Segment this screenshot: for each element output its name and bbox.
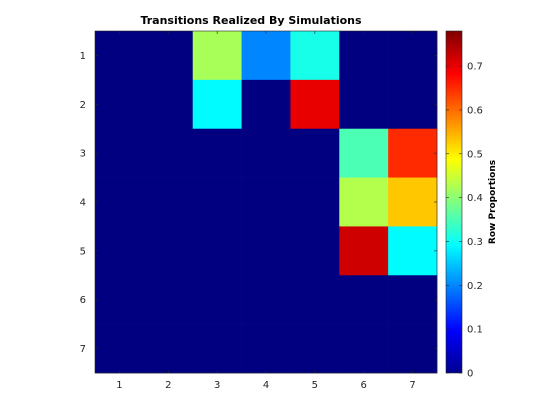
heatmap-cell — [339, 324, 389, 374]
x-tick-label: 4 — [263, 380, 269, 391]
y-tick-label: 6 — [80, 295, 86, 306]
colorbar-tick-label: 0.3 — [467, 237, 483, 248]
x-tick-label: 1 — [116, 380, 122, 391]
heatmap-cell — [339, 275, 389, 325]
chart-title: Transitions Realized By Simulations — [140, 14, 362, 27]
x-tick-label: 3 — [214, 380, 220, 391]
heatmap-cell — [95, 177, 145, 227]
heatmap-cell — [290, 128, 340, 178]
x-tick-label: 2 — [165, 380, 171, 391]
heatmap-cell — [241, 79, 291, 130]
heatmap-cell — [192, 177, 242, 227]
heatmap-cell — [339, 226, 389, 276]
heatmap-cell — [388, 79, 438, 130]
colorbar-axis: 0 0.1 0.2 0.3 0.4 0.5 0.6 0.7 — [446, 62, 483, 380]
y-tick-label: 7 — [80, 344, 86, 355]
y-tick-label: 3 — [80, 149, 86, 160]
heatmap-cell — [290, 275, 340, 325]
colorbar-tick-label: 0.4 — [467, 193, 483, 204]
heatmap-cell — [143, 79, 194, 130]
heatmap-cell — [241, 226, 291, 276]
colorbar-tick-label: 0 — [467, 369, 473, 380]
x-axis: 1 2 3 4 5 6 7 — [116, 31, 416, 391]
y-tick-label: 2 — [80, 100, 86, 111]
heatmap-cell — [143, 31, 194, 81]
heatmap-cell — [241, 128, 291, 178]
heatmap-cell — [143, 324, 194, 374]
heatmap-cell — [95, 79, 145, 130]
heatmap-cell — [192, 324, 242, 374]
heatmap-cell — [290, 226, 340, 276]
heatmap-cell — [241, 177, 291, 227]
heatmap-cell — [241, 324, 291, 374]
heatmap-cell — [95, 275, 145, 325]
heatmap-cell — [339, 79, 389, 130]
colorbar-tick-label: 0.1 — [467, 325, 483, 336]
x-tick-label: 5 — [312, 380, 318, 391]
heatmap-cell — [388, 324, 438, 374]
heatmap-cell — [241, 31, 291, 81]
heatmap-cell — [143, 275, 194, 325]
heatmap-cell — [95, 226, 145, 276]
heatmap-cell — [143, 177, 194, 227]
colorbar — [445, 30, 463, 374]
heatmap-cell — [95, 324, 145, 374]
heatmap-cell — [192, 79, 242, 130]
heatmap-cell — [192, 226, 242, 276]
heatmap-cell — [192, 275, 242, 325]
heatmap-cell — [192, 31, 242, 81]
heatmap-cells — [95, 31, 438, 374]
heatmap-cell — [388, 275, 438, 325]
heatmap-cell — [339, 31, 389, 81]
colorbar-tick-label: 0.6 — [467, 105, 483, 116]
heatmap-cell — [339, 177, 389, 227]
y-tick-label: 4 — [80, 198, 86, 209]
heatmap-cell — [290, 177, 340, 227]
heatmap-cell — [290, 31, 340, 81]
heatmap-cell — [192, 128, 242, 178]
y-tick-label: 5 — [80, 246, 86, 257]
heatmap-cell — [388, 31, 438, 81]
heatmap-cell — [290, 79, 340, 130]
heatmap-cell — [290, 324, 340, 374]
colorbar-tick-label: 0.2 — [467, 281, 483, 292]
heatmap-cell — [143, 226, 194, 276]
colorbar-tick-label: 0.5 — [467, 149, 483, 160]
x-tick-label: 7 — [409, 380, 415, 391]
heatmap-cell — [388, 128, 438, 178]
heatmap-cell — [339, 128, 389, 178]
heatmap-cell — [95, 128, 145, 178]
x-tick-label: 6 — [361, 380, 367, 391]
heatmap-cell — [388, 226, 438, 276]
heatmap-cell — [388, 177, 438, 227]
y-axis: 1 2 3 4 5 6 7 — [80, 51, 437, 355]
colorbar-tick-label: 0.7 — [467, 62, 483, 73]
colorbar-label: Row Proportions — [488, 160, 498, 244]
heatmap-cell — [143, 128, 194, 178]
heatmap-cell — [241, 275, 291, 325]
heatmap-cell — [95, 31, 145, 81]
y-tick-label: 1 — [80, 51, 86, 62]
